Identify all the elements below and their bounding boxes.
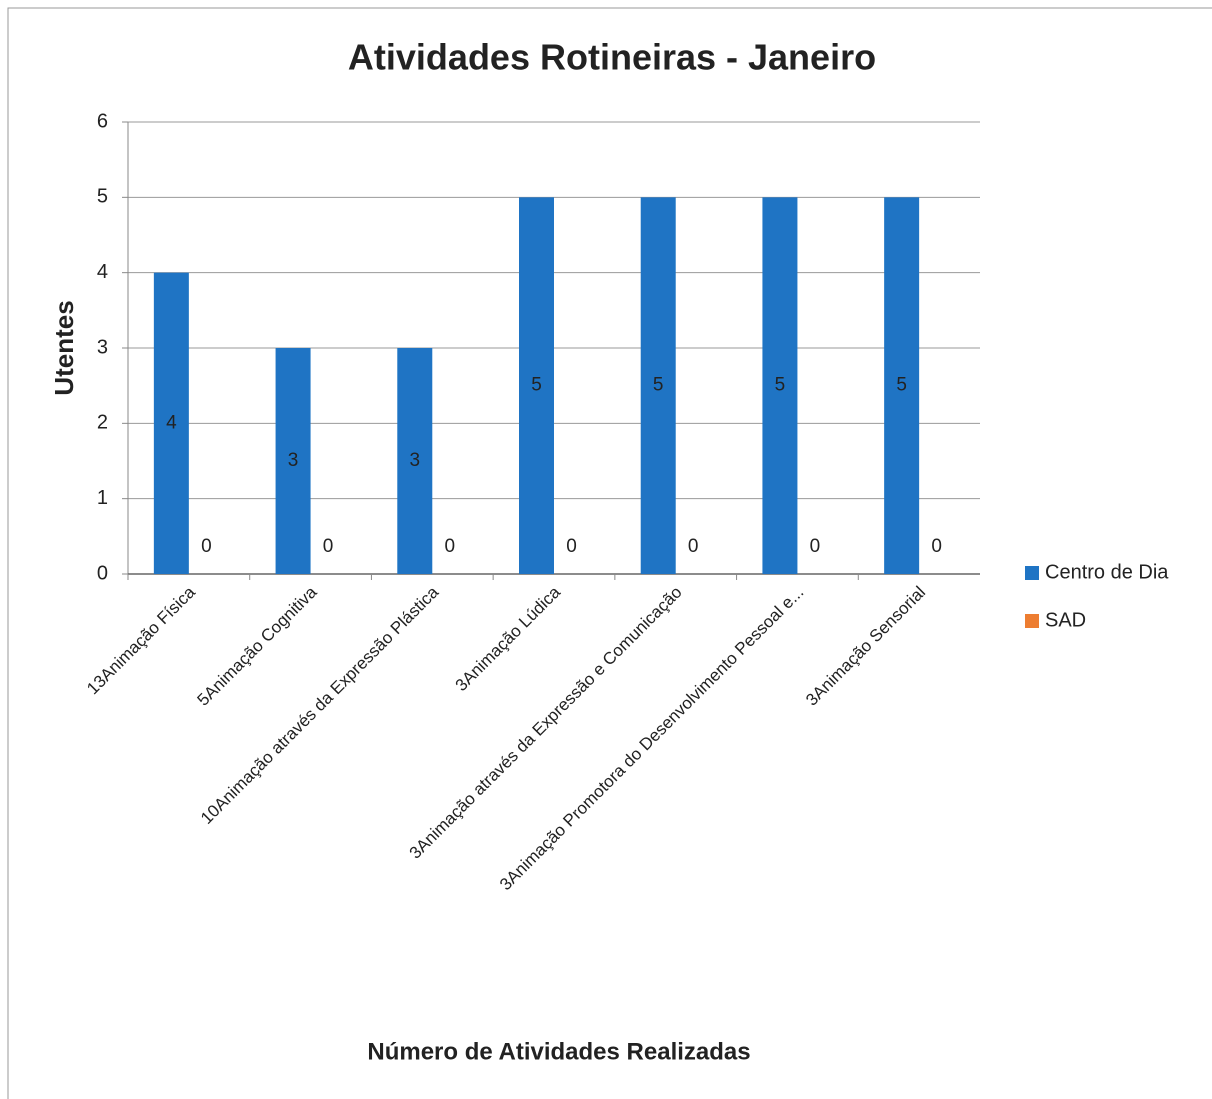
data-label: 5 xyxy=(531,375,542,396)
bar xyxy=(640,197,676,575)
x-tick-label: 3Animação Sensorial xyxy=(802,583,929,710)
y-tick-label: 4 xyxy=(97,261,108,283)
x-tick-label: 13Animação Física xyxy=(83,582,199,698)
data-label: 0 xyxy=(688,536,699,557)
bar xyxy=(153,272,189,574)
y-tick-label: 3 xyxy=(97,336,108,358)
legend-swatch xyxy=(1025,614,1039,628)
y-axis-title: Utentes xyxy=(49,300,79,395)
y-tick-label: 0 xyxy=(97,562,108,584)
bar xyxy=(397,348,433,574)
data-label: 0 xyxy=(566,536,577,557)
bar xyxy=(762,197,798,575)
data-label: 0 xyxy=(201,536,212,557)
data-label: 5 xyxy=(896,375,907,396)
data-label: 3 xyxy=(409,450,420,471)
data-label: 0 xyxy=(931,536,942,557)
x-tick-label: 3Animação através da Expressão e Comunic… xyxy=(406,583,686,863)
y-tick-label: 5 xyxy=(97,186,108,208)
x-axis-title: Número de Atividades Realizadas xyxy=(367,1038,750,1065)
data-label: 5 xyxy=(653,375,664,396)
legend-label: Centro de Dia xyxy=(1045,561,1169,583)
data-label: 3 xyxy=(288,450,299,471)
x-tick-label: 3Animação Lúdica xyxy=(452,582,565,695)
data-label: 0 xyxy=(444,536,455,557)
y-tick-label: 1 xyxy=(97,487,108,509)
data-label: 0 xyxy=(323,536,334,557)
data-label: 5 xyxy=(775,375,786,396)
x-tick-label: 10Animação através da Expressão Plástica xyxy=(197,582,443,828)
data-label: 0 xyxy=(810,536,821,557)
chart-title: Atividades Rotineiras - Janeiro xyxy=(348,37,876,78)
chart-frame xyxy=(7,7,1212,1099)
bar xyxy=(275,348,311,574)
y-tick-label: 2 xyxy=(97,412,108,434)
legend-swatch xyxy=(1025,566,1039,580)
bar xyxy=(519,197,554,575)
bar xyxy=(884,197,920,575)
y-tick-label: 6 xyxy=(97,110,108,132)
legend-label: SAD xyxy=(1045,609,1086,631)
x-tick-label: 5Animação Cognitiva xyxy=(194,582,321,709)
data-label: 4 xyxy=(166,412,177,433)
